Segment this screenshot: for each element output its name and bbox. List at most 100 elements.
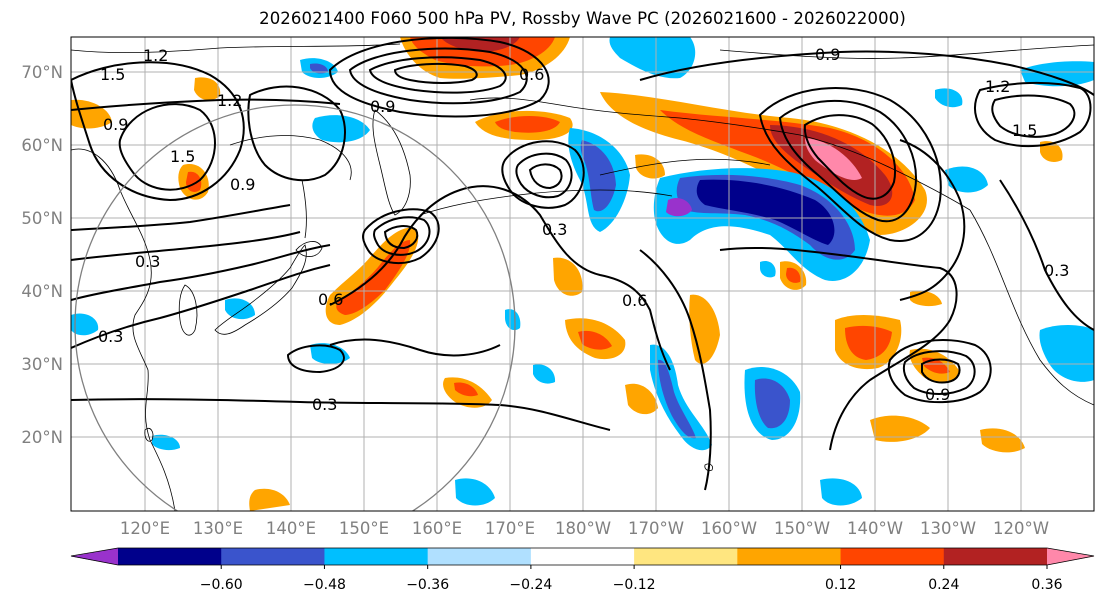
contour-label: 0.6 — [318, 290, 343, 309]
contour-label: 0.9 — [370, 97, 395, 116]
contour-kamchatka-low-3 — [383, 225, 419, 250]
colorbar-segment — [427, 548, 532, 565]
coastline-arctic — [71, 43, 1094, 59]
shade-negative-blob-18 — [1020, 61, 1094, 87]
shade-positive-blob-4 — [553, 257, 583, 296]
contour-siberia-3 — [247, 85, 346, 182]
shade-negative-blob-9 — [1039, 325, 1094, 382]
lat-label: 20°N — [21, 428, 63, 447]
shade-positive-blob-14 — [635, 154, 665, 179]
shade-negative-blob-2-core — [310, 63, 328, 74]
contour-1.2-asia — [71, 204, 291, 231]
contour-arctic-low-4 — [393, 62, 478, 84]
coastlines — [71, 43, 1094, 511]
lat-label: 60°N — [21, 136, 63, 155]
shade-positive-blob-16 — [249, 488, 290, 511]
colorbar-tick-label: −0.12 — [613, 577, 656, 593]
contour-0.3-south — [71, 398, 611, 431]
contour-label: 0.3 — [312, 395, 337, 414]
contour-gulf-high-2 — [778, 99, 917, 223]
contour-arctic-low-2 — [348, 47, 528, 105]
contour-label: 0.3 — [98, 327, 123, 346]
coastline-east-asia — [71, 148, 176, 511]
shade-negative-blob-17 — [760, 260, 776, 278]
contour-gulf-high-3 — [803, 114, 896, 200]
contour-arctic-low-3 — [368, 56, 507, 94]
lon-label: 170°W — [628, 519, 684, 538]
lon-label: 160°E — [412, 519, 462, 538]
lon-label: 120°W — [993, 519, 1049, 538]
contour-label: 0.3 — [1044, 261, 1069, 280]
colorbar-ticks: −0.60−0.48−0.36−0.24−0.120.120.240.360.4… — [200, 565, 1063, 593]
colorbar-segment — [118, 548, 222, 565]
coastline-hokkaido — [295, 241, 323, 257]
shade-positive-blob-5-core — [578, 330, 612, 350]
colorbar-segment — [634, 548, 738, 565]
contour-label: 1.2 — [217, 91, 242, 110]
contour-east-1.5 — [991, 94, 1076, 138]
colorbar-tick-label: −0.48 — [303, 577, 346, 593]
coastline-north-america — [969, 209, 1094, 406]
contour-0.3-pacific — [719, 246, 958, 451]
latitude-labels: 70°N 60°N 50°N 40°N 30°N 20°N — [21, 63, 63, 447]
lat-label: 50°N — [21, 209, 63, 228]
shade-negative-north-pacific-min — [666, 198, 692, 217]
contour-label-group: 1.2 1.5 0.9 1.2 0.9 0.6 0.3 0.3 0.3 0.6 … — [98, 45, 1069, 414]
coastline-alaska — [469, 97, 971, 211]
map-title: 2026021400 F060 500 hPa PV, Rossby Wave … — [259, 9, 906, 28]
contour-bering-low-2 — [515, 152, 573, 199]
shade-negative-blob-10 — [820, 478, 862, 506]
shade-negative-blob-7-core — [754, 378, 790, 429]
shade-negative-bering-core — [580, 140, 616, 212]
lon-label: 120°E — [120, 519, 170, 538]
coastline-okhotsk — [229, 135, 352, 181]
contour-1.2-west — [71, 98, 341, 111]
colorbar-segment — [530, 548, 635, 565]
contour-east-0.6 — [899, 139, 966, 301]
pv-contours — [71, 37, 1094, 491]
colorbar-segment — [840, 548, 945, 565]
contour-kamchatka-low-2 — [373, 216, 431, 256]
contour-label: 0.9 — [815, 45, 840, 64]
lon-label: 140°W — [847, 519, 903, 538]
colorbar: −0.60−0.48−0.36−0.24−0.120.120.240.360.4… — [70, 547, 1095, 593]
contour-east-1.2 — [974, 81, 1092, 148]
contour-bering-low-3 — [528, 163, 563, 190]
lat-label: 40°N — [21, 282, 63, 301]
shade-positive-blob-12 — [870, 415, 930, 442]
colorbar-extend-max — [1047, 548, 1094, 565]
contour-0.6-asia — [71, 244, 331, 301]
contour-kamchatka-low-1 — [362, 208, 440, 265]
contour-siberia-1 — [71, 61, 245, 202]
longitude-labels: 120°E 130°E 140°E 150°E 160°E 170°E 180°… — [120, 519, 1049, 538]
lon-label: 150°W — [774, 519, 830, 538]
contour-subtropical-low-3 — [921, 358, 961, 384]
colorbar-segment — [737, 548, 842, 565]
lon-label: 150°E — [339, 519, 389, 538]
lat-label: 30°N — [21, 355, 63, 374]
contour-western-pacific-loop — [286, 344, 345, 374]
coastline-aleutians — [419, 189, 673, 216]
coastline-taiwan — [144, 427, 154, 442]
shade-positive-blob-2 — [71, 99, 112, 129]
shade-negative-blob-13 — [935, 88, 963, 108]
contour-label: 0.6 — [519, 65, 544, 84]
coastline-sakhalin — [301, 179, 307, 239]
contour-kuroshio — [329, 338, 501, 357]
lon-label: 130°E — [193, 519, 243, 538]
colorbar-tick-label: −0.36 — [406, 577, 449, 593]
coastline-alaska-peninsula — [599, 158, 771, 176]
contour-label: 0.9 — [230, 175, 255, 194]
contour-label: 1.5 — [100, 65, 125, 84]
colorbar-tick-label: 0.36 — [1031, 577, 1062, 593]
shade-negative-blob-15 — [152, 434, 180, 451]
contour-subtropical-low-2 — [902, 350, 976, 395]
contour-label: 1.5 — [1012, 121, 1037, 140]
shade-negative-blob-6-core — [658, 359, 696, 439]
contour-0.3-asia — [71, 264, 331, 349]
colorbar-tick-label: −0.60 — [200, 577, 243, 593]
contour-arctic-low-1 — [328, 37, 550, 118]
contour-label: 0.9 — [925, 385, 950, 404]
lon-label: 170°E — [485, 519, 535, 538]
